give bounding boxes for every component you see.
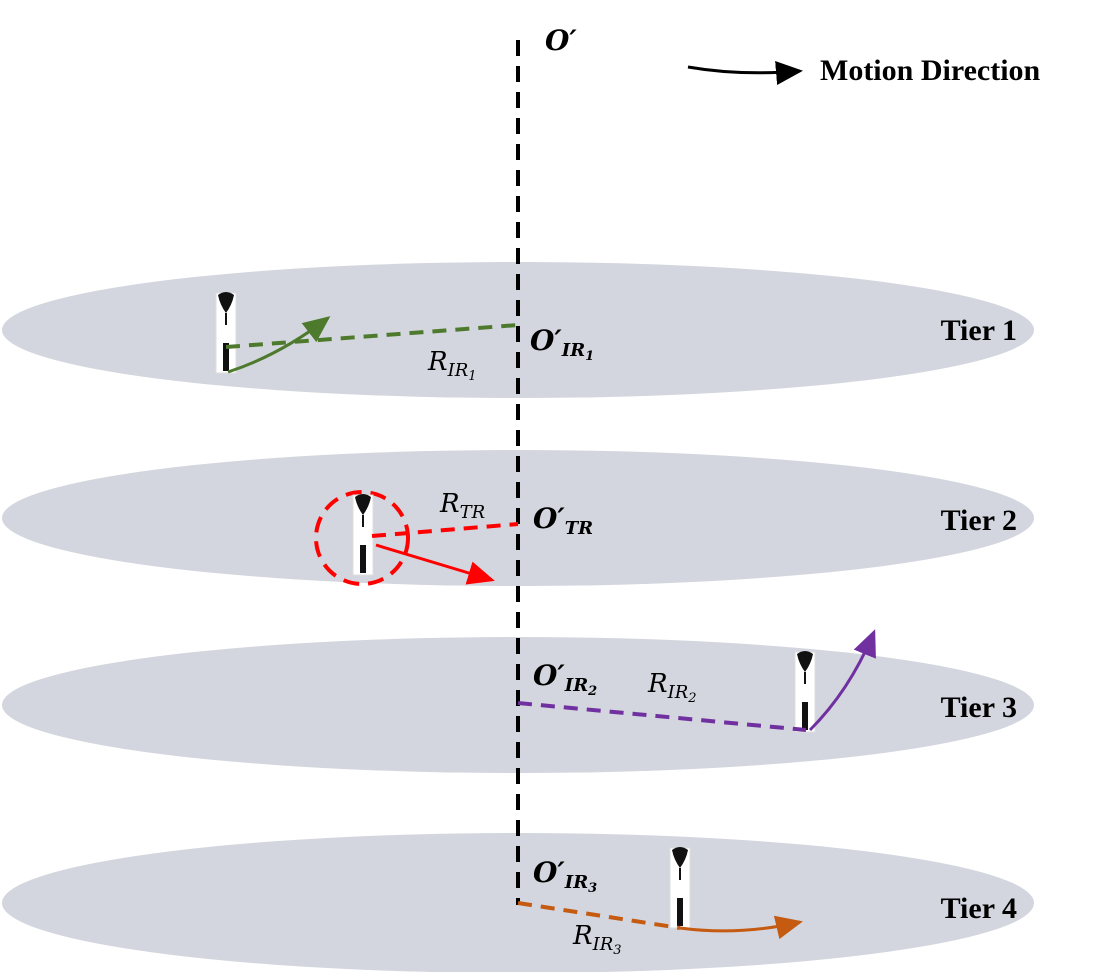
radius-label: RIR3	[572, 921, 622, 958]
tier-label: Tier 3	[941, 691, 1017, 724]
motion-path	[227, 316, 331, 374]
motion-legend: Motion Direction	[820, 54, 1041, 87]
radius-label: RIR1	[427, 347, 477, 384]
device	[215, 291, 237, 374]
center-label: O′TR	[533, 502, 593, 539]
radius-line	[225, 323, 519, 349]
motion-path	[679, 915, 803, 940]
center-label: O′IR1	[530, 324, 594, 364]
radius-label: RIR2	[647, 669, 697, 706]
tier-label: Tier 4	[941, 892, 1017, 925]
axis-label: O′	[545, 24, 577, 57]
motion-path	[375, 543, 495, 585]
radius-line	[517, 701, 807, 732]
device	[669, 846, 691, 929]
device	[794, 650, 816, 733]
center-label: O′IR2	[533, 659, 597, 699]
motion-path	[808, 629, 876, 732]
radius-line	[517, 901, 681, 930]
device	[352, 493, 374, 576]
center-label: O′IR3	[533, 856, 597, 896]
motion-arrow	[687, 61, 803, 85]
tier-label: Tier 1	[941, 314, 1017, 347]
tier-label: Tier 2	[941, 504, 1017, 537]
radius-line	[371, 522, 519, 538]
tr-circle	[314, 490, 410, 586]
radius-label: RTR	[439, 489, 485, 523]
